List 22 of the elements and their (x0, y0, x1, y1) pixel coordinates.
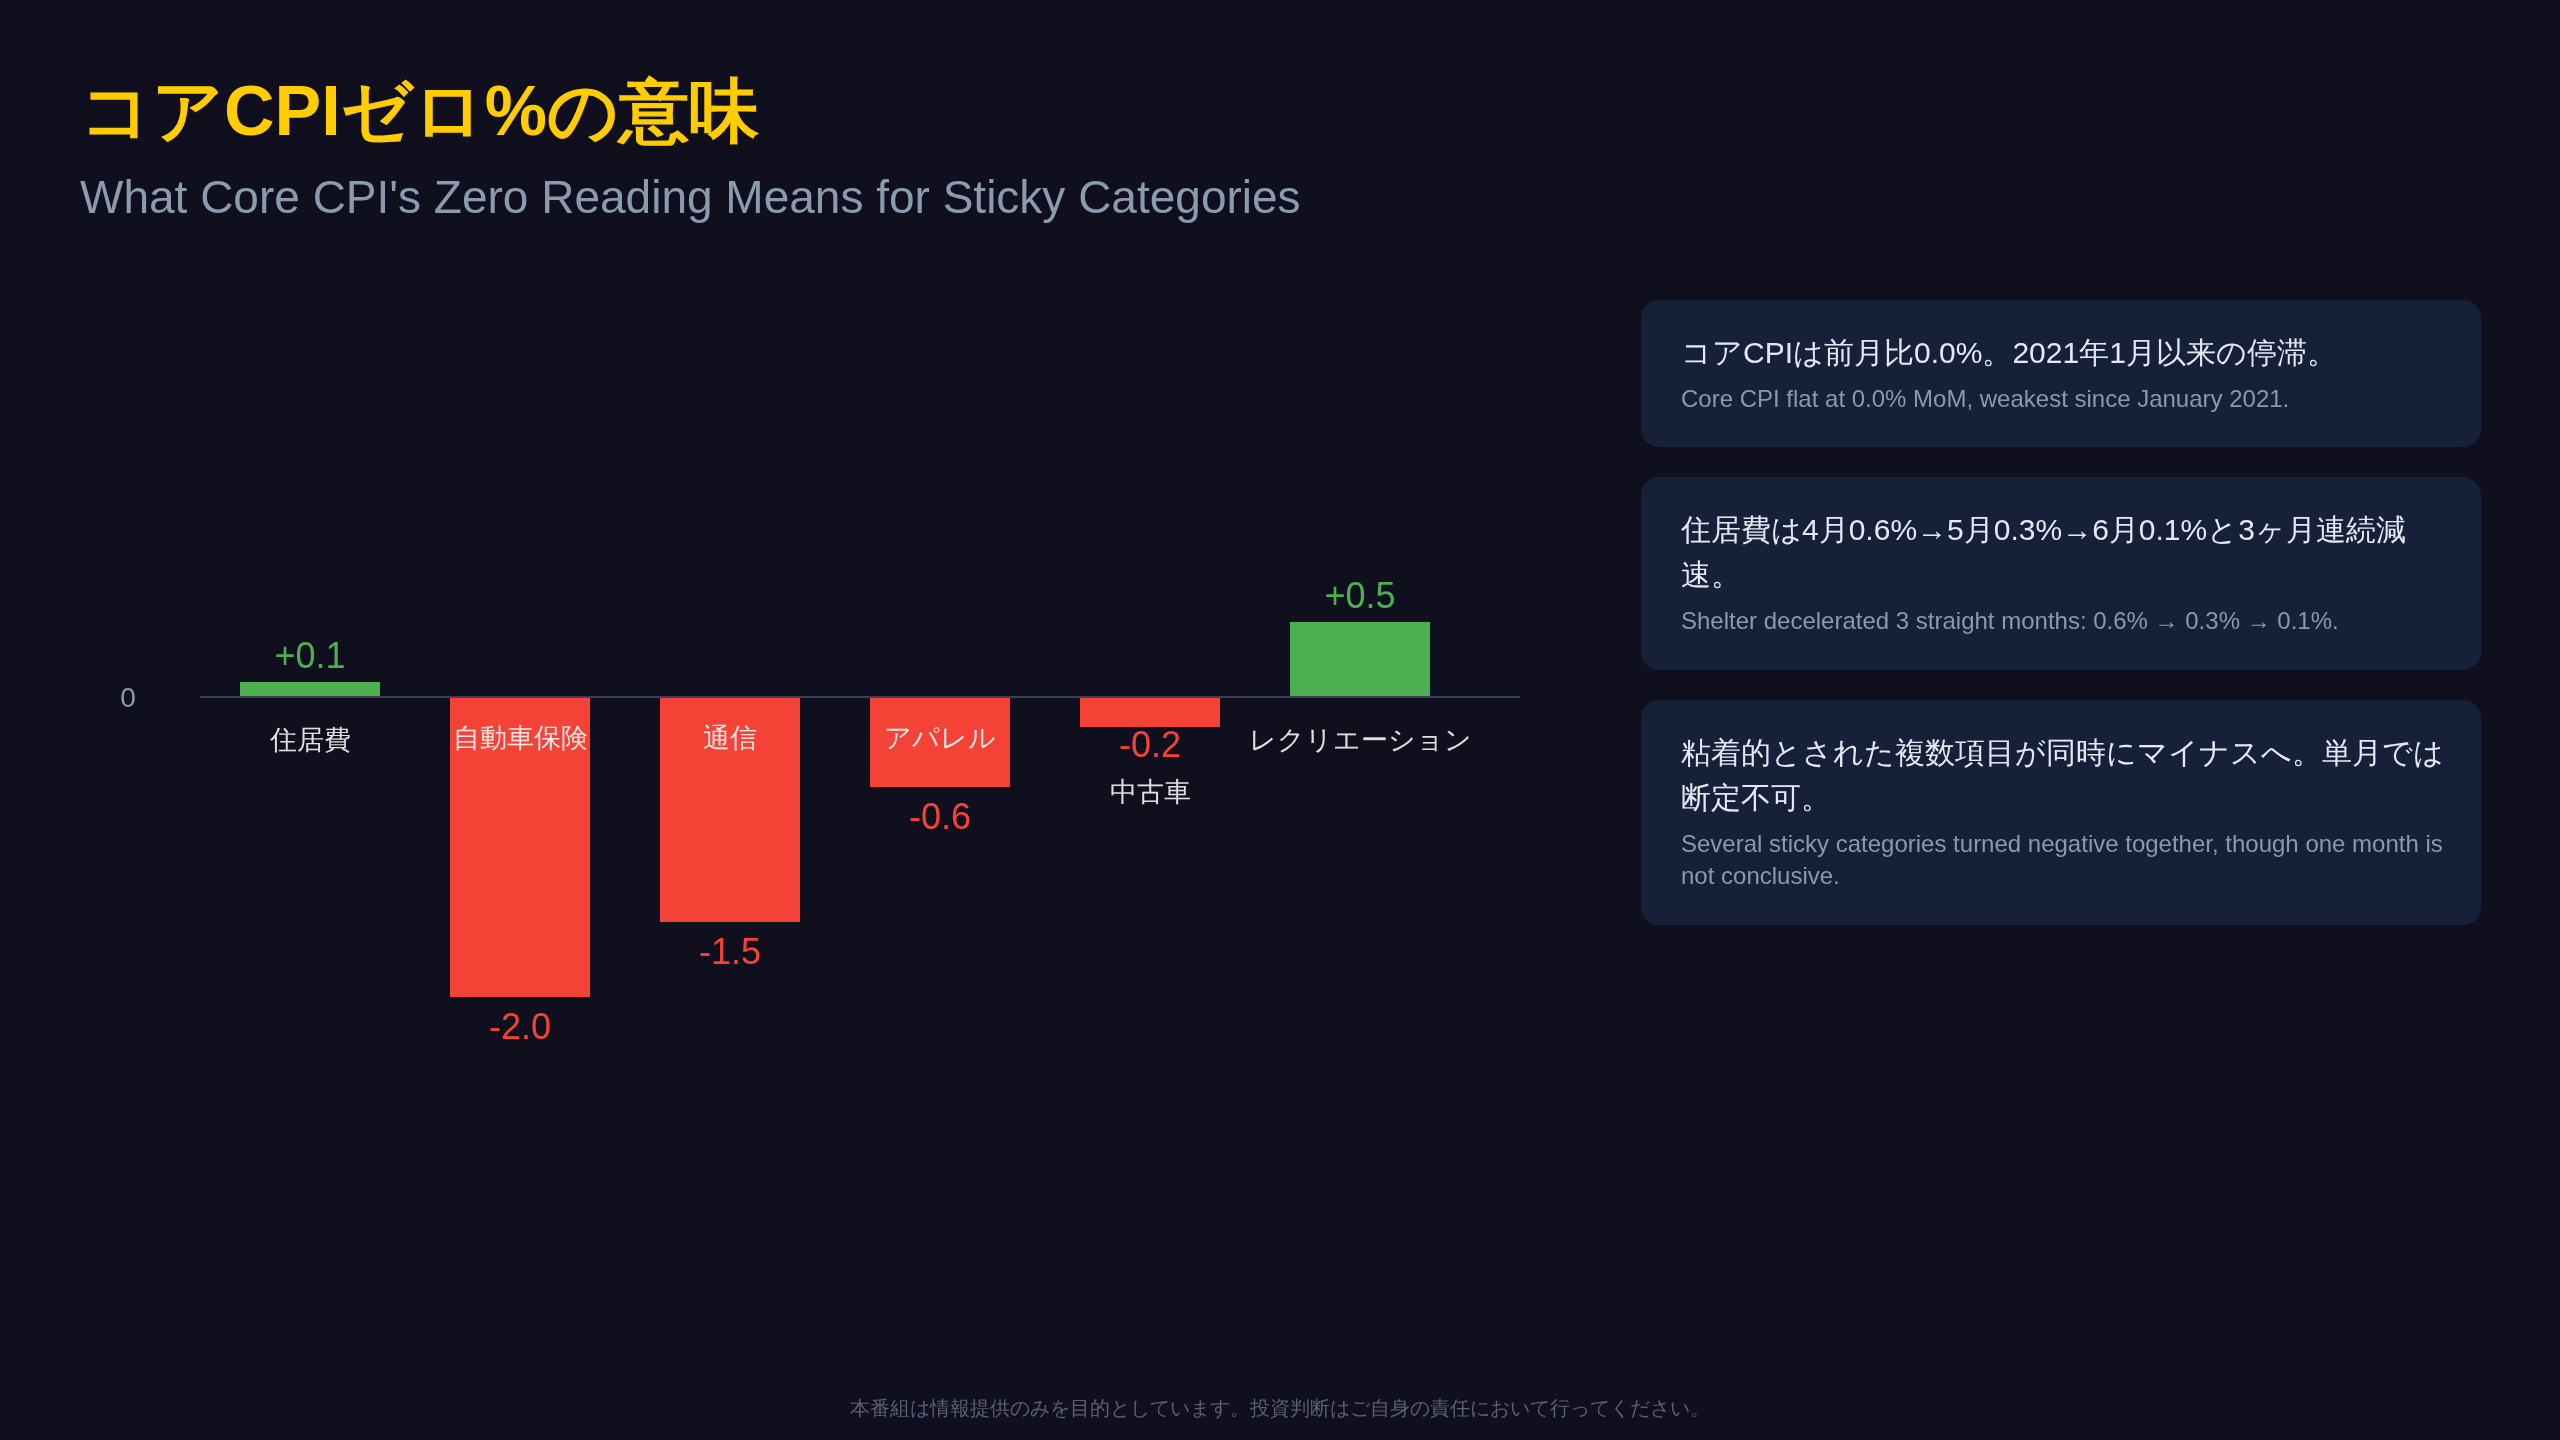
data-label: +0.1 (274, 635, 346, 676)
data-label: -0.6 (908, 796, 972, 837)
data-label: -2.0 (488, 1006, 552, 1047)
text: 住居費は4月0.6%→5月0.3%→6月0.1%と3ヶ月連続減速。 (1681, 512, 2407, 594)
chart-title: コアCPIゼロ%の意味 (80, 72, 760, 150)
text: Shelter decelerated 3 straight months: 0.6% → 0.3% → 0.1%. (1681, 606, 2340, 637)
text: コアCPIは前月比0.0%。2021年1月以来の停滞。 (1681, 335, 2338, 371)
text: Several sticky categories turned negative together, though one month is not conclusive. (1681, 828, 2444, 892)
text: 本番組は情報提供のみを目的としています。投資判断はご自身の責任において行ってください。 (850, 1397, 1710, 1419)
text: 0 (120, 682, 136, 713)
chart-subtitle: What Core CPI's Zero Reading Means for Sticky Categories (80, 171, 1301, 223)
x-tick-label: アパレル (884, 723, 996, 753)
x-tick-label: 通信 (703, 723, 757, 753)
data-label: -1.5 (698, 931, 762, 972)
x-tick-label: 中古車 (1109, 777, 1191, 807)
x-tick-label: 住居費 (268, 725, 351, 755)
x-tick-label: 自動車保険 (452, 723, 588, 753)
x-tick-label: レクリエーション (1248, 725, 1472, 755)
data-label: -0.2 (1118, 724, 1182, 765)
data-label: +0.5 (1324, 575, 1396, 616)
text: 粘着的とされた複数項目が同時にマイナスへ。単月では断定不可。 (1681, 734, 2445, 816)
text: Core CPI flat at 0.0% MoM, weakest since January 2021. (1681, 384, 2291, 414)
